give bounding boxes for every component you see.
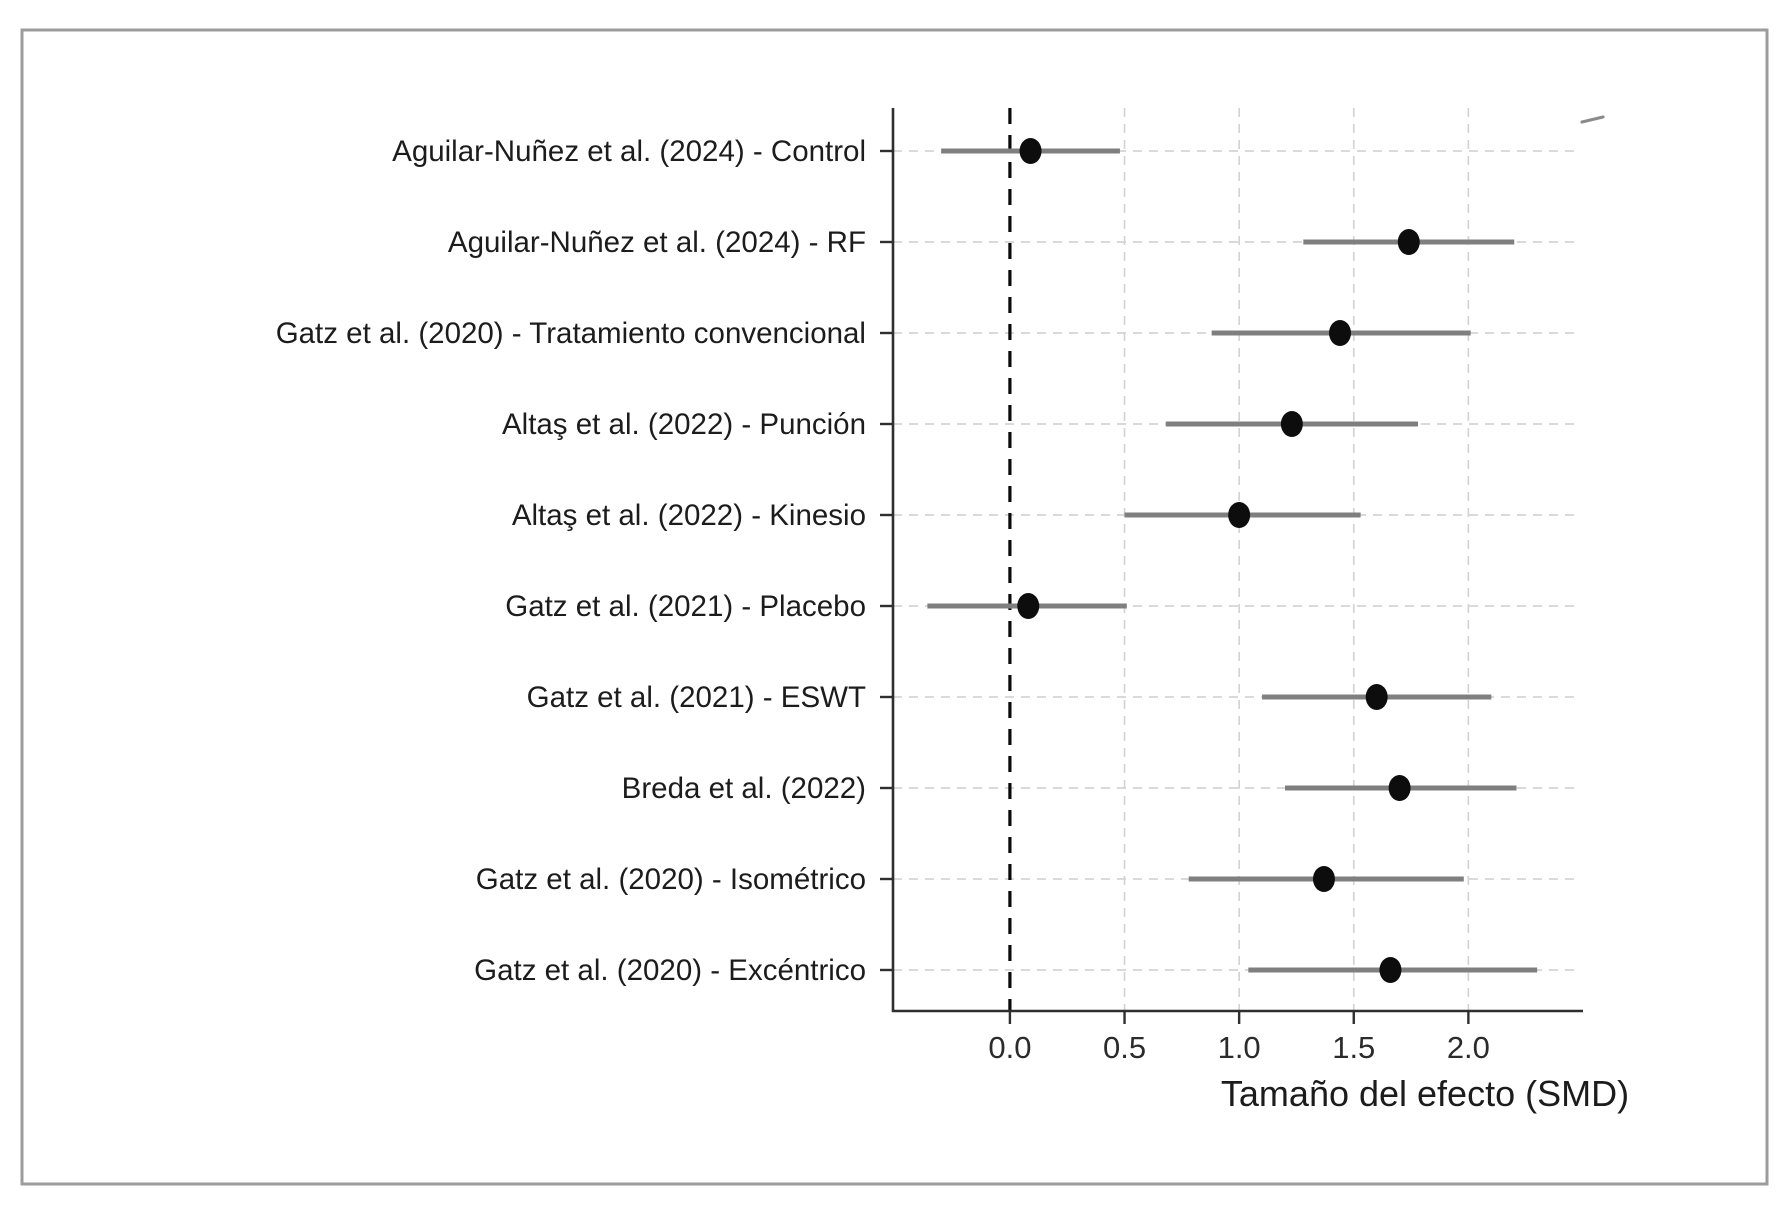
x-tick-label: 1.5 [1332, 1030, 1375, 1065]
forest-row: Gatz et al. (2020) - Excéntrico [474, 954, 1538, 987]
point-estimate-marker [1397, 229, 1420, 255]
forest-rows-layer: Aguilar-Nuñez et al. (2024) - Control Agu… [276, 135, 1538, 987]
point-estimate-marker [1312, 866, 1335, 892]
x-tick-label: 1.0 [1218, 1030, 1261, 1065]
forest-row: Gatz et al. (2020) - Tratamiento convenc… [276, 317, 1471, 350]
x-tick-label: 2.0 [1447, 1030, 1490, 1065]
study-label: Gatz et al. (2020) - Isométrico [476, 863, 866, 896]
study-label: Altaş et al. (2022) - Kinesio [512, 499, 866, 532]
point-estimate-marker [1329, 320, 1352, 346]
study-label: Aguilar-Nuñez et al. (2024) - RF [448, 226, 866, 259]
forest-row: Gatz et al. (2020) - Isométrico [476, 863, 1464, 896]
study-label: Gatz et al. (2021) - ESWT [527, 681, 866, 714]
forest-row: Breda et al. (2022) [622, 772, 1517, 805]
axis-layer: 0.0 0.5 1.0 1.5 2.0 [891, 108, 1583, 1065]
forest-row: Altaş et al. (2022) - Kinesio [512, 499, 1361, 532]
study-label: Altaş et al. (2022) - Punción [502, 408, 866, 441]
forest-row: Gatz et al. (2021) - Placebo [505, 590, 1127, 623]
point-estimate-marker [1379, 957, 1402, 983]
point-estimate-marker [1365, 684, 1388, 710]
study-label: Gatz et al. (2020) - Tratamiento convenc… [276, 317, 866, 350]
screenshot-border-frame [20, 28, 1769, 1186]
x-tick-label: 0.0 [988, 1030, 1031, 1065]
study-label: Gatz et al. (2021) - Placebo [505, 590, 866, 623]
x-tick-label: 0.5 [1103, 1030, 1146, 1065]
plot-artifact-mark [1580, 115, 1605, 124]
point-estimate-marker [1019, 138, 1042, 164]
study-label: Aguilar-Nuñez et al. (2024) - Control [392, 135, 866, 168]
point-estimate-marker [1280, 411, 1303, 437]
forest-row: Aguilar-Nuñez et al. (2024) - RF [448, 226, 1515, 259]
point-estimate-marker [1228, 502, 1251, 528]
point-estimate-marker [1388, 775, 1411, 801]
forest-row: Gatz et al. (2021) - ESWT [527, 681, 1492, 714]
point-estimate-marker [1017, 593, 1040, 619]
study-label: Gatz et al. (2020) - Excéntrico [474, 954, 866, 987]
x-axis-title: Tamaño del efecto (SMD) [1221, 1073, 1629, 1114]
forest-row: Aguilar-Nuñez et al. (2024) - Control [392, 135, 1120, 168]
study-label: Breda et al. (2022) [622, 772, 866, 805]
forest-row: Altaş et al. (2022) - Punción [502, 408, 1418, 441]
